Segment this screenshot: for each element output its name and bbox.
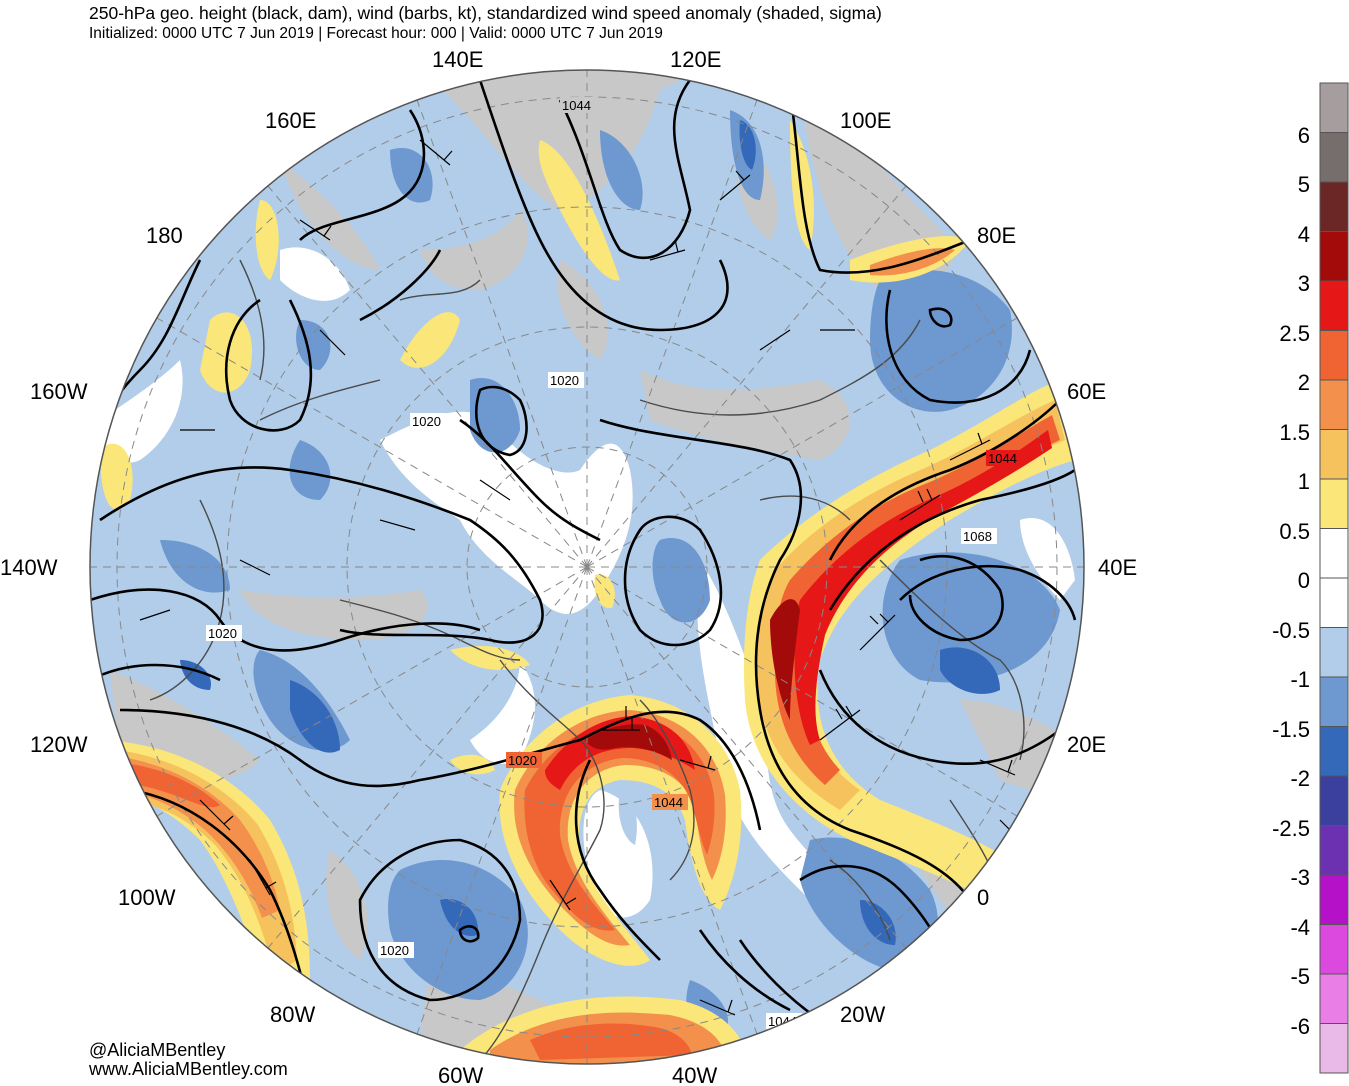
colorbar-box	[1319, 429, 1349, 480]
credit-handle: @AliciaMBentley	[89, 1040, 226, 1060]
credit-website: www.AliciaMBentley.com	[89, 1059, 288, 1079]
contour-label: 1044	[988, 451, 1017, 466]
lon-label-40e: 40E	[1098, 555, 1137, 580]
lon-label-160e: 160E	[265, 108, 316, 133]
colorbar-box	[1319, 280, 1349, 331]
colorbar-label: 1.5	[1279, 420, 1310, 445]
map-title: 250-hPa geo. height (black, dam), wind (…	[89, 3, 882, 23]
lon-label-40w: 40W	[672, 1063, 717, 1086]
lon-label-60w: 60W	[438, 1063, 483, 1086]
colorbar-label: 4	[1298, 222, 1310, 247]
contour-label: 1020	[550, 373, 579, 388]
colorbar-label: -5	[1290, 964, 1310, 989]
lon-label-60e: 60E	[1067, 379, 1106, 404]
contour-label: 1068	[963, 529, 992, 544]
lon-label-20e: 20E	[1067, 732, 1106, 757]
colorbar-label: -2.5	[1272, 816, 1310, 841]
contour-label: 1044	[562, 98, 591, 113]
colorbar-box	[1319, 627, 1349, 678]
colorbar-label: 0.5	[1279, 519, 1310, 544]
colorbar-box	[1319, 874, 1349, 925]
colorbar-label: 1	[1298, 469, 1310, 494]
map-disk: 1044 1020 1020 1044 1068 1020 1020 1044 …	[90, 70, 1084, 1064]
colorbar-box	[1319, 825, 1349, 876]
colorbar-label: -3	[1290, 865, 1310, 890]
colorbar-label: -6	[1290, 1014, 1310, 1039]
colorbar-box	[1319, 82, 1349, 133]
colorbar-box	[1319, 1023, 1349, 1074]
colorbar-label: 0	[1298, 568, 1310, 593]
map-border	[89, 69, 1085, 1065]
contour-label: 1020	[412, 414, 441, 429]
jet-greenland	[499, 695, 742, 966]
colorbar-box	[1319, 528, 1349, 579]
lon-label-140e: 140E	[432, 47, 483, 72]
contour-label: 1020	[508, 753, 537, 768]
colorbar-box	[1319, 676, 1349, 727]
lon-label-120e: 120E	[670, 47, 721, 72]
colorbar-box	[1319, 132, 1349, 183]
colorbar-label: 3	[1298, 271, 1310, 296]
colorbar-box	[1319, 379, 1349, 430]
colorbar-label: -2	[1290, 766, 1310, 791]
lon-label-100w: 100W	[118, 885, 176, 910]
colorbar-label: -4	[1290, 915, 1310, 940]
lon-label-80w: 80W	[270, 1002, 315, 1027]
colorbar-labels: 6 5 4 3 2.5 2 1.5 1 0.5 0 -0.5 -1 -1.5 -…	[1272, 123, 1310, 1039]
lon-label-120w: 120W	[30, 732, 88, 757]
lon-label-0: 0	[977, 885, 989, 910]
lon-label-140w: 140W	[0, 555, 58, 580]
colorbar-box	[1319, 330, 1349, 381]
colorbar-box	[1319, 775, 1349, 826]
colorbar-box	[1319, 181, 1349, 232]
lon-label-180: 180	[146, 223, 183, 248]
map-subtitle: Initialized: 0000 UTC 7 Jun 2019 | Forec…	[89, 25, 663, 42]
colorbar: 6 5 4 3 2.5 2 1.5 1 0.5 0 -0.5 -1 -1.5 -…	[1272, 82, 1349, 1074]
colorbar-box	[1319, 577, 1349, 628]
dark-blue-areas	[180, 120, 1000, 945]
colorbar-box	[1319, 973, 1349, 1024]
longitude-labels: 140E 120E 160E 100E 180 80E 160W 60E 140…	[0, 47, 1137, 1086]
colorbar-boxes	[1319, 82, 1349, 1074]
lon-label-160w: 160W	[30, 379, 88, 404]
lon-label-100e: 100E	[840, 108, 891, 133]
colorbar-label: -0.5	[1272, 618, 1310, 643]
jet-east	[743, 236, 1075, 900]
colorbar-label: 2.5	[1279, 321, 1310, 346]
lon-label-80e: 80E	[977, 223, 1016, 248]
colorbar-label: 6	[1298, 123, 1310, 148]
colorbar-box	[1319, 726, 1349, 777]
contour-label: 1020	[380, 943, 409, 958]
colorbar-label: 5	[1298, 172, 1310, 197]
height-contours	[90, 79, 1077, 1022]
contour-label: 1020	[208, 626, 237, 641]
colorbar-box	[1319, 924, 1349, 975]
contour-label: 1044	[654, 795, 683, 810]
colorbar-box	[1319, 478, 1349, 529]
colorbar-box	[1319, 231, 1349, 282]
colorbar-label: -1	[1290, 667, 1310, 692]
yellow-areas	[100, 120, 814, 775]
colorbar-label: 2	[1298, 370, 1310, 395]
colorbar-label: -1.5	[1272, 717, 1310, 742]
contour-label: 1044	[768, 1014, 797, 1029]
lon-label-20w: 20W	[840, 1002, 885, 1027]
